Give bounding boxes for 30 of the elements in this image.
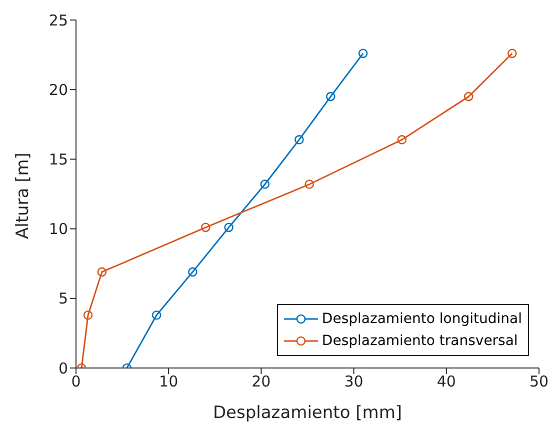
x-tick-label: 50 [529, 372, 549, 391]
x-tick-label: 40 [436, 372, 456, 391]
point [397, 135, 407, 144]
y-tick-label: 10 [48, 220, 68, 238]
x-tick-label: 10 [159, 372, 178, 391]
y-tick-label: 15 [48, 150, 68, 169]
point [326, 92, 336, 102]
x-tick-label: 0 [71, 372, 81, 391]
y-tick-label: 0 [58, 359, 68, 378]
point [260, 180, 270, 189]
x-axis-title: Desplazamiento [mm] [212, 403, 402, 423]
point [304, 180, 314, 189]
point [188, 267, 198, 277]
point [294, 135, 304, 144]
y-tick-label: 20 [48, 80, 68, 99]
point [358, 48, 368, 58]
y-tick-label: 5 [58, 290, 68, 308]
point [83, 310, 93, 320]
x-tick-label: 30 [344, 372, 364, 391]
point [152, 310, 162, 320]
point [507, 48, 517, 58]
x-tick-label: 20 [252, 372, 271, 391]
y-axis-title: Altura [m] [13, 152, 34, 239]
legend-label: Desplazamiento longitudinal [322, 311, 522, 327]
point [464, 92, 474, 102]
point [97, 267, 107, 277]
legend-label: Desplazamiento transversal [322, 333, 518, 349]
y-tick-label: 25 [48, 11, 68, 30]
point [200, 222, 210, 232]
point [224, 222, 234, 232]
